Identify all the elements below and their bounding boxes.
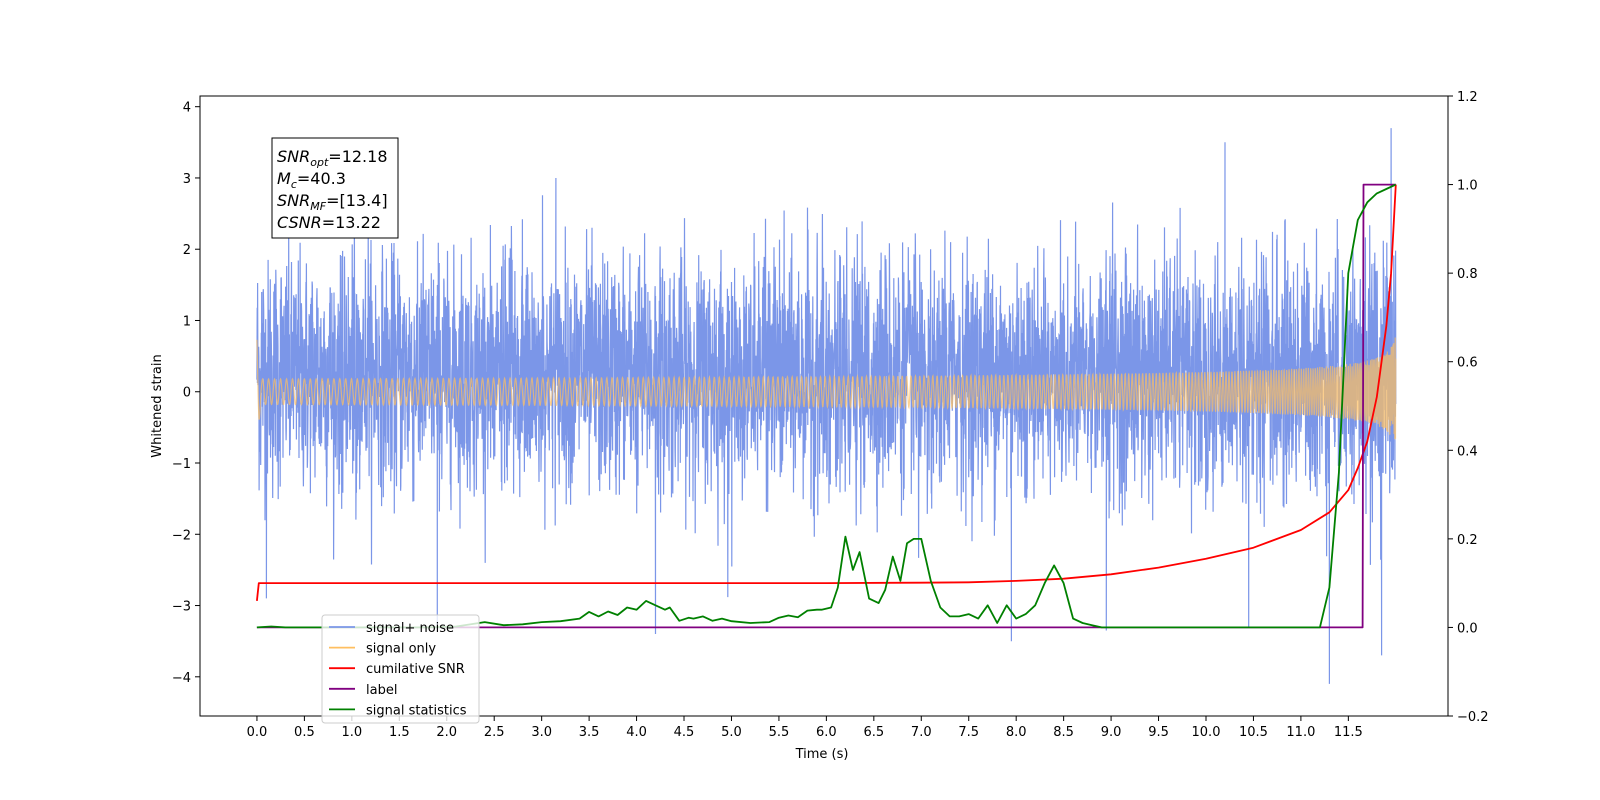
y-tick-label: −4: [172, 671, 191, 686]
y-axis-left: 4 3 2 1 0 −1 −2 −3 −4: [172, 101, 200, 686]
x-tick-label: 4.0: [626, 725, 647, 740]
legend-label: signal only: [366, 642, 436, 657]
legend-label: signal statistics: [366, 703, 467, 718]
y-axis-label: Whitened strain: [150, 354, 165, 457]
legend-frame: [321, 614, 480, 724]
y-axis-right: 1.2 1.0 0.8 0.6 0.4 0.2 0.0 −0.2: [1448, 90, 1489, 725]
y-tick-label: 2: [183, 243, 191, 258]
annotation-line: SNRopt=12.18: [277, 147, 388, 169]
x-tick-label: 7.0: [911, 725, 932, 740]
y-tick-label: 0: [183, 386, 191, 401]
legend-label: label: [366, 683, 397, 698]
y-tick-label: 4: [183, 101, 191, 116]
legend-label: signal+ noise: [366, 621, 454, 636]
right-axis-series: [256, 183, 1397, 629]
x-tick-label: 11.5: [1334, 725, 1363, 740]
x-axis: 0.0 0.5 1.0 1.5 2.0 2.5 3.0 3.5 4.0 4.5 5.0 5.5 6.0 6…: [247, 716, 1363, 740]
x-tick-label: 11.0: [1286, 725, 1315, 740]
x-tick-label: 1.0: [342, 725, 363, 740]
y-tick-label: 1: [183, 314, 191, 329]
y2-tick-label: 0.2: [1457, 533, 1478, 548]
annotation-line: Mc=40.3: [277, 169, 346, 191]
signal-only-series: [256, 337, 1397, 440]
x-tick-label: 2.0: [436, 725, 457, 740]
y2-tick-label: 0.0: [1457, 621, 1478, 636]
snr-annotation-box: SNRopt=12.18Mc=40.3SNRMF=[13.4]CSNR=13.2…: [271, 137, 399, 239]
x-tick-label: 1.5: [389, 725, 410, 740]
annotation-frame: [271, 137, 399, 239]
x-tick-label: 3.5: [579, 725, 600, 740]
x-tick-label: 10.0: [1192, 725, 1221, 740]
y-tick-label: −1: [172, 457, 191, 472]
x-tick-label: 5.0: [721, 725, 742, 740]
x-tick-label: 6.0: [816, 725, 837, 740]
plot-area-frame: [199, 95, 1449, 717]
y-tick-label: −2: [172, 528, 191, 543]
x-tick-label: 8.0: [1006, 725, 1027, 740]
annotation-line: CSNR=13.22: [277, 213, 381, 232]
y2-tick-label: 0.4: [1457, 444, 1478, 459]
x-tick-label: 0.5: [294, 725, 315, 740]
x-tick-label: 3.0: [531, 725, 552, 740]
y-tick-label: −3: [172, 600, 191, 615]
legend-label: cumilative SNR: [366, 662, 465, 677]
x-tick-label: 8.5: [1053, 725, 1074, 740]
y2-tick-label: 0.6: [1457, 356, 1478, 371]
signal-statistics-line: [256, 183, 1397, 629]
x-tick-label: 4.5: [674, 725, 695, 740]
x-tick-label: 7.5: [958, 725, 979, 740]
label-line: [256, 183, 1396, 629]
y2-tick-label: −0.2: [1457, 710, 1489, 725]
x-tick-label: 9.5: [1148, 725, 1169, 740]
y2-tick-label: 1.0: [1457, 179, 1478, 194]
legend: signal+ noise signal only cumilative SNR la…: [321, 614, 480, 724]
x-tick-label: 9.0: [1101, 725, 1122, 740]
x-tick-label: 6.5: [863, 725, 884, 740]
x-tick-label: 0.0: [247, 725, 268, 740]
x-tick-label: 5.5: [769, 725, 790, 740]
cumilative-snr-line: [256, 184, 1397, 601]
x-axis-label: Time (s): [795, 747, 849, 762]
y-tick-label: 3: [183, 172, 191, 187]
y2-tick-label: 0.8: [1457, 267, 1478, 282]
x-tick-label: 2.5: [484, 725, 505, 740]
y2-tick-label: 1.2: [1457, 90, 1478, 105]
annotation-line: SNRMF=[13.4]: [277, 191, 388, 213]
signal-only-line: [256, 337, 1397, 440]
x-tick-label: 10.5: [1239, 725, 1268, 740]
